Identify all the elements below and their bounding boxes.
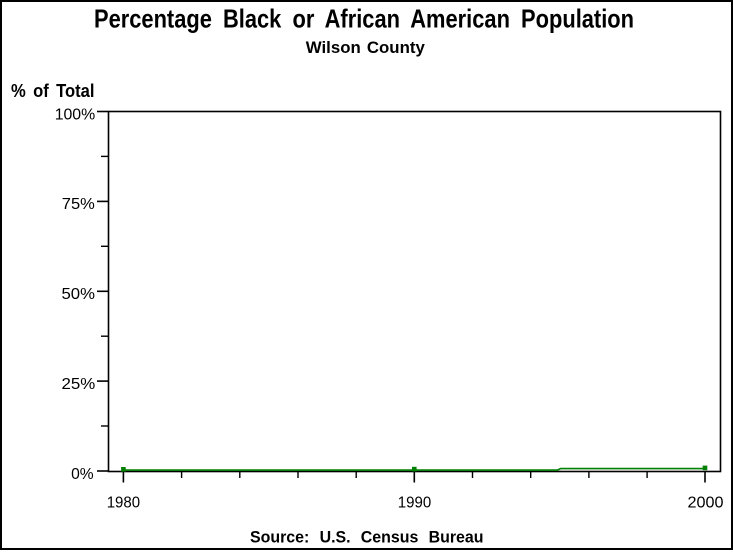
- svg-text:Source: U.S. Census Bureau: Source: U.S. Census Bureau: [250, 529, 484, 547]
- svg-text:100%: 100%: [55, 106, 95, 123]
- svg-text:75%: 75%: [62, 196, 95, 213]
- svg-text:1990: 1990: [398, 495, 431, 512]
- svg-text:1980: 1980: [107, 495, 140, 512]
- svg-text:Percentage Black or African Am: Percentage Black or African American Pop…: [94, 4, 634, 34]
- svg-text:0%: 0%: [71, 466, 94, 483]
- svg-text:% of Total: % of Total: [11, 81, 95, 101]
- svg-text:Wilson County: Wilson County: [306, 38, 426, 57]
- svg-text:50%: 50%: [62, 286, 96, 303]
- svg-text:2000: 2000: [688, 495, 724, 512]
- svg-text:25%: 25%: [62, 376, 96, 393]
